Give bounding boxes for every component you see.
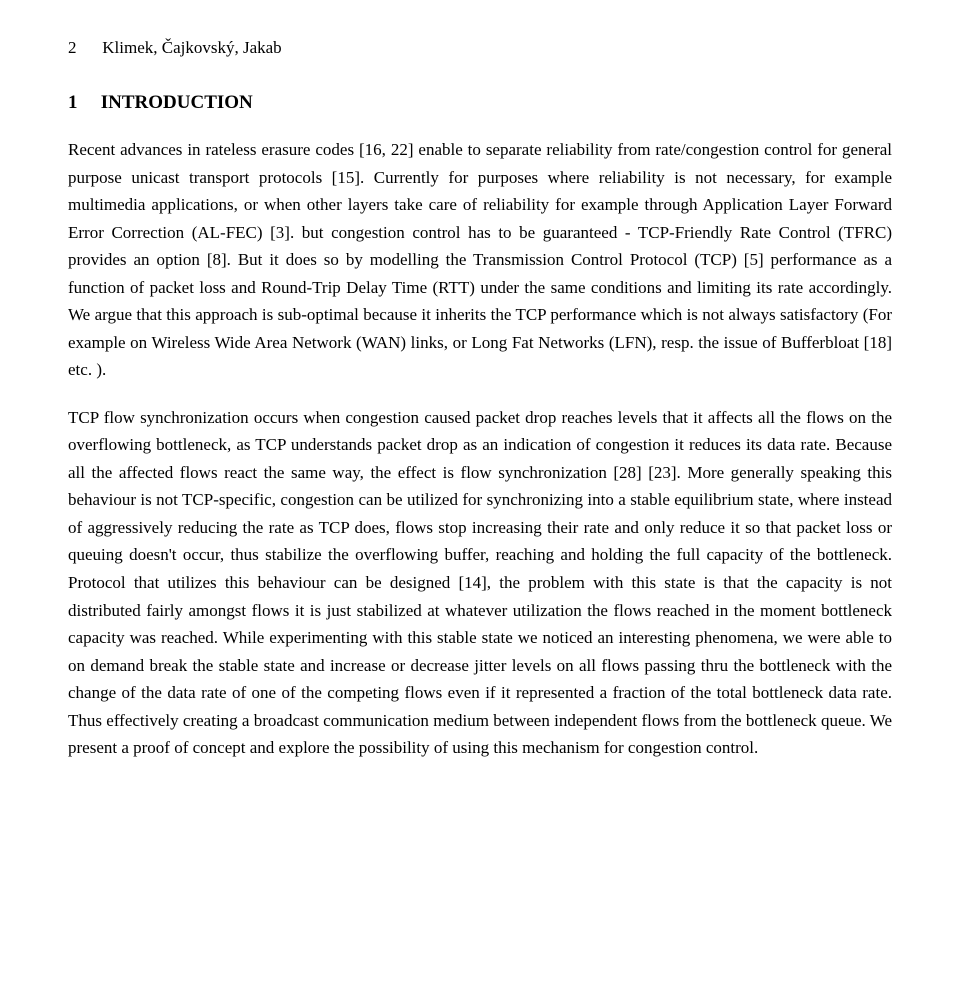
- body-paragraph: TCP flow synchronization occurs when con…: [68, 404, 892, 762]
- author-names: Klimek, Čajkovský, Jakab: [102, 38, 281, 57]
- section-number: 1: [68, 92, 96, 114]
- page-number: 2: [68, 38, 98, 58]
- page-container: 2 Klimek, Čajkovský, Jakab 1 INTRODUCTIO…: [0, 0, 960, 996]
- section-heading: 1 INTRODUCTION: [68, 92, 892, 114]
- body-paragraph: Recent advances in rateless erasure code…: [68, 136, 892, 384]
- running-header: 2 Klimek, Čajkovský, Jakab: [68, 38, 892, 58]
- section-title: INTRODUCTION: [101, 92, 253, 113]
